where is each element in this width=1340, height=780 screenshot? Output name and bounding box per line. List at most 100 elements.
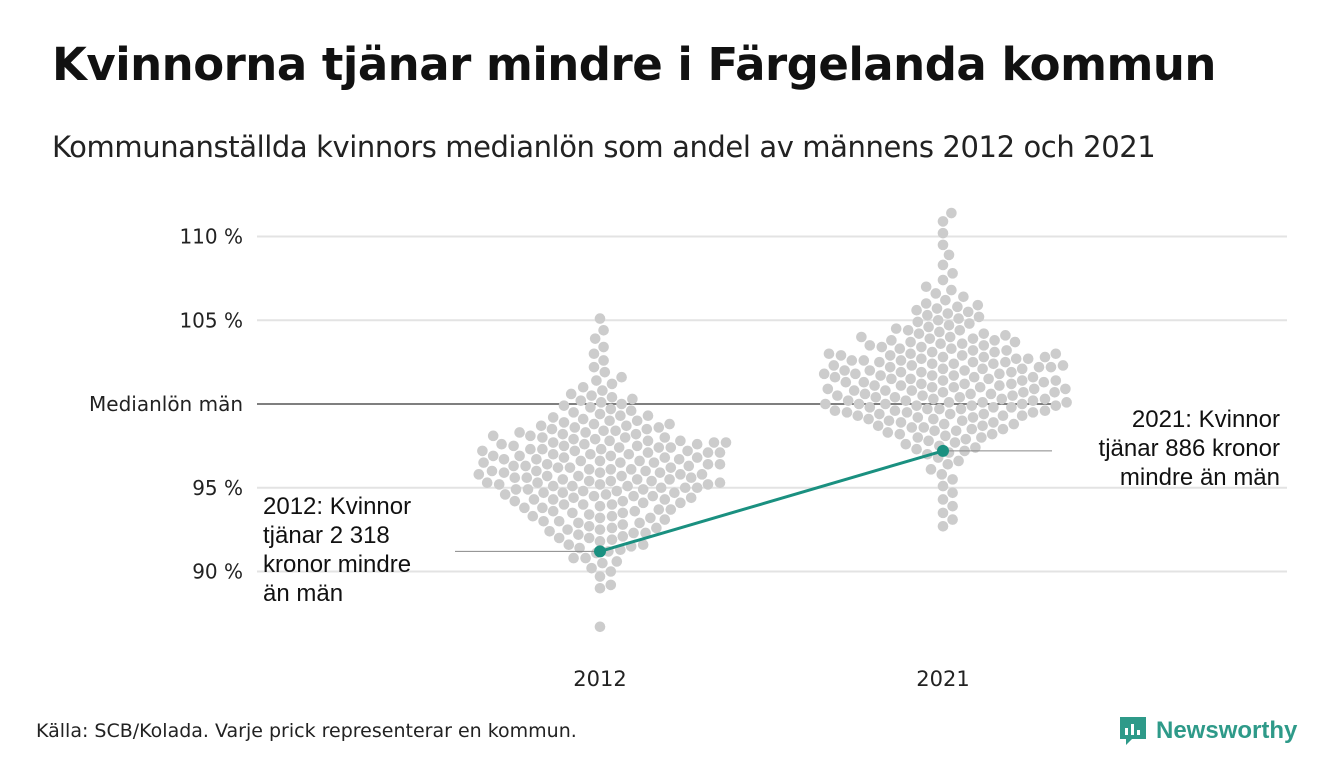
municipality-dot — [573, 529, 584, 540]
municipality-dot — [605, 450, 617, 462]
municipality-dot — [538, 487, 549, 499]
municipality-dot — [610, 425, 621, 437]
municipality-dot — [906, 422, 918, 433]
municipality-dot — [894, 428, 906, 440]
municipality-dot — [588, 490, 600, 502]
municipality-dot — [1016, 410, 1028, 422]
municipality-dot — [967, 333, 979, 344]
municipality-dot — [942, 459, 954, 470]
municipality-dot — [1000, 356, 1011, 368]
municipality-dot — [852, 410, 864, 422]
municipality-dot — [884, 350, 896, 361]
municipality-dot — [594, 524, 606, 535]
municipality-dot — [1057, 360, 1069, 371]
municipality-dot — [926, 370, 938, 381]
municipality-dot — [605, 566, 617, 577]
municipality-dot — [946, 284, 957, 296]
municipality-dot — [973, 311, 985, 323]
municipality-dot — [702, 447, 714, 458]
dots-layer — [473, 207, 1072, 633]
highlight-point — [594, 545, 606, 558]
municipality-dot — [994, 380, 1005, 391]
municipality-dot — [1039, 405, 1051, 417]
annotation-2012-line: kronor mindre — [263, 551, 411, 578]
municipality-dot — [605, 403, 617, 415]
municipality-dot — [839, 365, 850, 376]
municipality-dot — [577, 485, 589, 497]
municipality-dot — [568, 492, 579, 504]
municipality-dot — [1028, 383, 1040, 395]
municipality-dot — [585, 448, 596, 460]
municipality-dot — [905, 348, 916, 360]
municipality-dot — [547, 437, 559, 448]
municipality-dot — [553, 532, 565, 544]
municipality-dot — [664, 474, 675, 485]
municipality-dot — [606, 534, 618, 545]
municipality-dot — [594, 408, 606, 420]
brand-logo[interactable]: Newsworthy — [1118, 714, 1297, 748]
municipality-dot — [950, 425, 962, 437]
municipality-dot — [912, 316, 924, 328]
municipality-dot — [508, 460, 519, 472]
municipality-dot — [519, 502, 530, 514]
municipality-dot — [583, 509, 595, 520]
municipality-dot — [600, 489, 612, 500]
municipality-dot — [640, 527, 651, 539]
municipality-dot — [846, 355, 858, 366]
municipality-dot — [493, 479, 505, 490]
municipality-dot — [553, 515, 565, 527]
municipality-dot — [568, 433, 579, 445]
municipality-dot — [594, 455, 606, 467]
municipality-dot — [965, 388, 976, 400]
municipality-dot — [588, 348, 600, 360]
municipality-dot — [882, 427, 894, 438]
municipality-dot — [691, 452, 703, 463]
municipality-dot — [930, 288, 942, 299]
municipality-dot — [557, 428, 569, 440]
municipality-dot — [920, 281, 932, 293]
municipality-dot — [883, 415, 895, 427]
municipality-dot — [1022, 353, 1034, 365]
municipality-dot — [606, 378, 618, 390]
municipality-dot — [575, 395, 587, 406]
municipality-dot — [525, 443, 536, 455]
municipality-dot — [937, 216, 949, 227]
municipality-dot — [894, 343, 906, 355]
municipality-dot — [916, 366, 927, 378]
municipality-dot — [597, 557, 608, 569]
municipality-dot — [962, 306, 974, 318]
y-tick-label: 110 % — [179, 225, 243, 249]
municipality-dot — [579, 438, 590, 450]
municipality-dot — [840, 376, 852, 388]
municipality-dot — [547, 412, 559, 423]
municipality-dot — [631, 440, 643, 452]
municipality-dot — [617, 531, 629, 542]
municipality-dot — [637, 539, 649, 550]
municipality-dot — [977, 420, 988, 432]
municipality-dot — [977, 397, 988, 408]
municipality-dot — [655, 482, 667, 494]
municipality-dot — [1060, 383, 1071, 395]
municipality-dot — [585, 402, 596, 413]
municipality-dot — [864, 365, 876, 376]
municipality-dot — [848, 385, 860, 396]
municipality-dot — [937, 363, 949, 375]
municipality-dot — [906, 360, 918, 371]
municipality-dot — [932, 314, 944, 326]
municipality-dot — [918, 422, 930, 433]
municipality-dot — [926, 358, 938, 370]
municipality-dot — [521, 472, 533, 484]
annotation-2021-line: 2021: Kvinnor — [1132, 406, 1280, 433]
municipality-dot — [558, 452, 570, 463]
municipality-dot — [964, 318, 975, 329]
municipality-dot — [498, 453, 510, 465]
municipality-dot — [869, 380, 880, 391]
municipality-dot — [665, 442, 677, 453]
municipality-dot — [988, 402, 999, 413]
annotation-2012-line: tjänar 2 318 — [263, 522, 390, 549]
municipality-dot — [978, 351, 990, 363]
municipality-dot — [937, 227, 949, 239]
municipality-dot — [926, 381, 938, 393]
municipality-dot — [478, 457, 489, 468]
municipality-dot — [589, 433, 601, 445]
